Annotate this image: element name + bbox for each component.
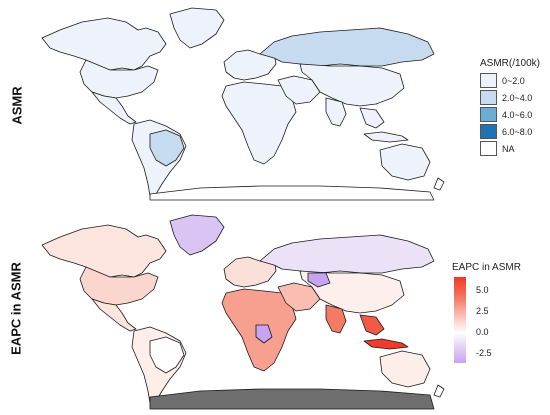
map-region-indonesia [363,131,409,143]
legend-swatch [480,90,497,105]
map-region-greenland [169,7,225,49]
map-region-brazil [149,336,185,374]
map-region-usa [79,59,159,99]
eapc-colorbar: 5.0 2.5 0.0 -2.5 [452,277,532,367]
asmr-world-map [41,7,445,201]
map-region-mexico-central-america [91,298,137,332]
eapc-tick-label: 0.0 [476,327,489,337]
map-region-indonesia [363,338,409,350]
asmr-legend-item: NA [480,140,540,157]
map-region-asia [299,63,405,107]
map-region-central-asia [307,272,331,288]
map-region-southeast-asia [359,314,385,336]
asmr-legend-item: 4.0~6.0 [480,106,540,123]
asmr-legend-item: 0~2.0 [480,72,540,89]
asmr-panel: ASMR [0,0,550,207]
map-region-usa [79,266,159,306]
legend-swatch [480,73,497,88]
map-region-europe [223,49,277,81]
map-region-canada [41,224,167,278]
map-region-australia [379,143,431,181]
asmr-legend-item: 2.0~4.0 [480,89,540,106]
eapc-world-map [41,214,445,410]
map-region-europe [223,256,277,288]
map-region-middle-east [277,75,321,105]
map-region-africa [221,81,297,165]
eapc-legend-title: EAPC in ASMR [452,262,521,273]
eapc-gradient-bar [454,277,466,363]
asmr-row-label: ASMR [9,86,25,125]
legend-swatch [480,107,497,122]
map-region-russia [259,27,435,67]
asmr-legend-title: ASMR(/100k) [480,58,541,69]
map-region-india [325,97,347,127]
map-region-southeast-asia [359,107,385,129]
map-region-greenland [169,214,225,256]
legend-label: 4.0~6.0 [502,109,533,120]
eapc-row-label: EAPC in ASMR [8,262,24,355]
eapc-tick-label: 2.5 [476,306,489,316]
eapc-tick-label: 5.0 [476,285,489,295]
map-region-russia [259,234,435,274]
map-region-antarctica [149,185,435,201]
map-region-central-africa [255,324,273,344]
map-region-brazil [149,129,185,167]
map-region-india [325,304,347,334]
legend-label: 0~2.0 [502,75,525,86]
legend-swatch [480,124,497,139]
eapc-panel: EAPC in ASMR EAPC in ASMR [0,207,550,415]
map-region-canada [41,17,167,71]
asmr-legend-item: 6.0~8.0 [480,123,540,140]
eapc-tick-label: -2.5 [476,348,492,358]
map-region-australia [379,350,431,388]
legend-swatch [480,141,497,156]
map-region-new-zealand [433,384,445,398]
map-region-mexico-central-america [91,91,137,125]
map-region-new-zealand [433,177,445,191]
legend-label: 2.0~4.0 [502,92,533,103]
map-region-middle-east [277,282,321,312]
eapc-legend: EAPC in ASMR 5.0 2.5 0.0 -2.5 [452,262,532,367]
asmr-legend: ASMR(/100k) 0~2.0 2.0~4.0 4.0~6.0 6.0~8.… [480,58,540,157]
legend-label: NA [502,143,515,154]
map-region-antarctica [149,388,435,410]
legend-label: 6.0~8.0 [502,126,533,137]
